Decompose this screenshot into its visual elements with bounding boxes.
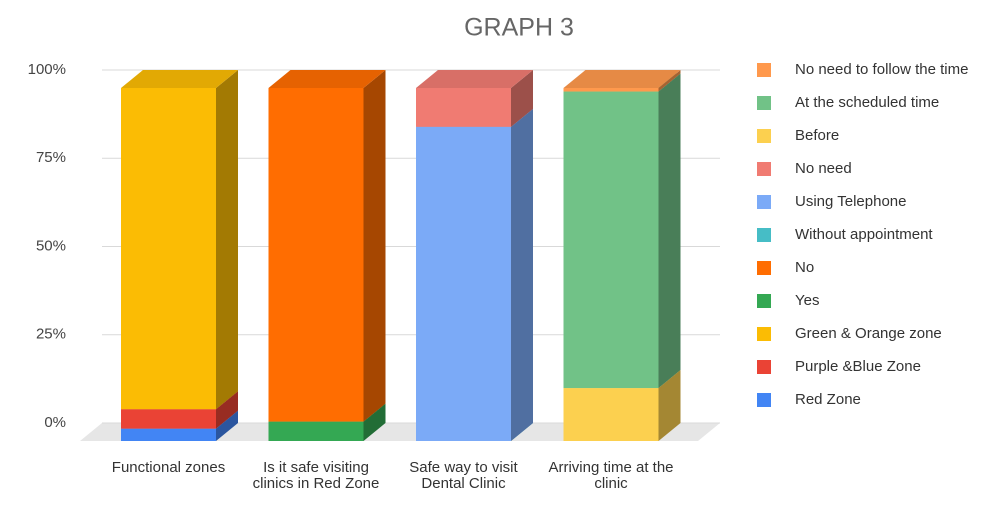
bar-segment <box>268 421 364 441</box>
bar-segment <box>563 88 659 92</box>
bar-segment <box>121 428 216 441</box>
x-tick-label: Safe way to visit Dental Clinic <box>409 459 518 492</box>
bar-side <box>363 70 386 422</box>
bar-side <box>658 370 681 441</box>
legend-label: Red Zone <box>795 391 861 408</box>
y-tick-label: 75% <box>36 149 66 166</box>
x-tick-label: Is it safe visiting clinics in Red Zone <box>252 459 380 492</box>
legend-label: At the scheduled time <box>795 94 940 111</box>
legend-label: No <box>795 259 815 276</box>
legend-swatch <box>757 393 771 407</box>
bar-segment <box>416 88 511 127</box>
bar-side <box>658 73 681 389</box>
bar-top <box>563 70 681 88</box>
legend-label: Using Telephone <box>795 193 907 210</box>
legend-swatch <box>757 261 771 275</box>
legend-swatch <box>757 129 771 143</box>
bar-side <box>216 70 238 410</box>
legend-label: Without appointment <box>795 226 933 243</box>
legend-label: Green & Orange zone <box>795 325 942 342</box>
legend-swatch <box>757 360 771 374</box>
legend-label: Yes <box>795 292 820 309</box>
bar-segment <box>121 409 216 429</box>
y-tick-label: 50% <box>36 237 66 254</box>
bar-side <box>511 70 533 127</box>
bar-segment <box>121 88 216 410</box>
legend-swatch <box>757 63 771 77</box>
bar-side <box>658 70 681 92</box>
bar-top <box>268 70 386 88</box>
legend-label: No need <box>795 160 852 177</box>
bar-segment <box>416 126 511 441</box>
legend-label: No need to follow the time <box>795 61 969 78</box>
legend-label: Before <box>795 127 840 144</box>
legend-swatch <box>757 96 771 110</box>
chart-title: GRAPH 3 <box>464 14 574 42</box>
bar-top <box>121 70 238 88</box>
bar-segment <box>563 388 659 441</box>
y-tick-label: 25% <box>36 326 66 343</box>
floor <box>80 423 720 441</box>
x-tick-label: Arriving time at the clinic <box>548 459 674 492</box>
legend-swatch <box>757 228 771 242</box>
bar-segment <box>268 88 364 422</box>
legend-swatch <box>757 195 771 209</box>
legend-swatch <box>757 327 771 341</box>
y-tick-label: 100% <box>28 61 66 78</box>
bar-side <box>216 391 238 429</box>
bar-segment <box>563 91 659 389</box>
legend-label: Purple &Blue Zone <box>795 358 921 375</box>
bar-side <box>363 403 386 441</box>
legend-swatch <box>757 294 771 308</box>
legend-swatch <box>757 162 771 176</box>
bar-side <box>511 108 533 441</box>
bar-side <box>216 410 238 441</box>
y-tick-label: 0% <box>44 414 66 431</box>
x-tick-label: Functional zones <box>111 459 226 476</box>
bar-top <box>416 70 533 88</box>
